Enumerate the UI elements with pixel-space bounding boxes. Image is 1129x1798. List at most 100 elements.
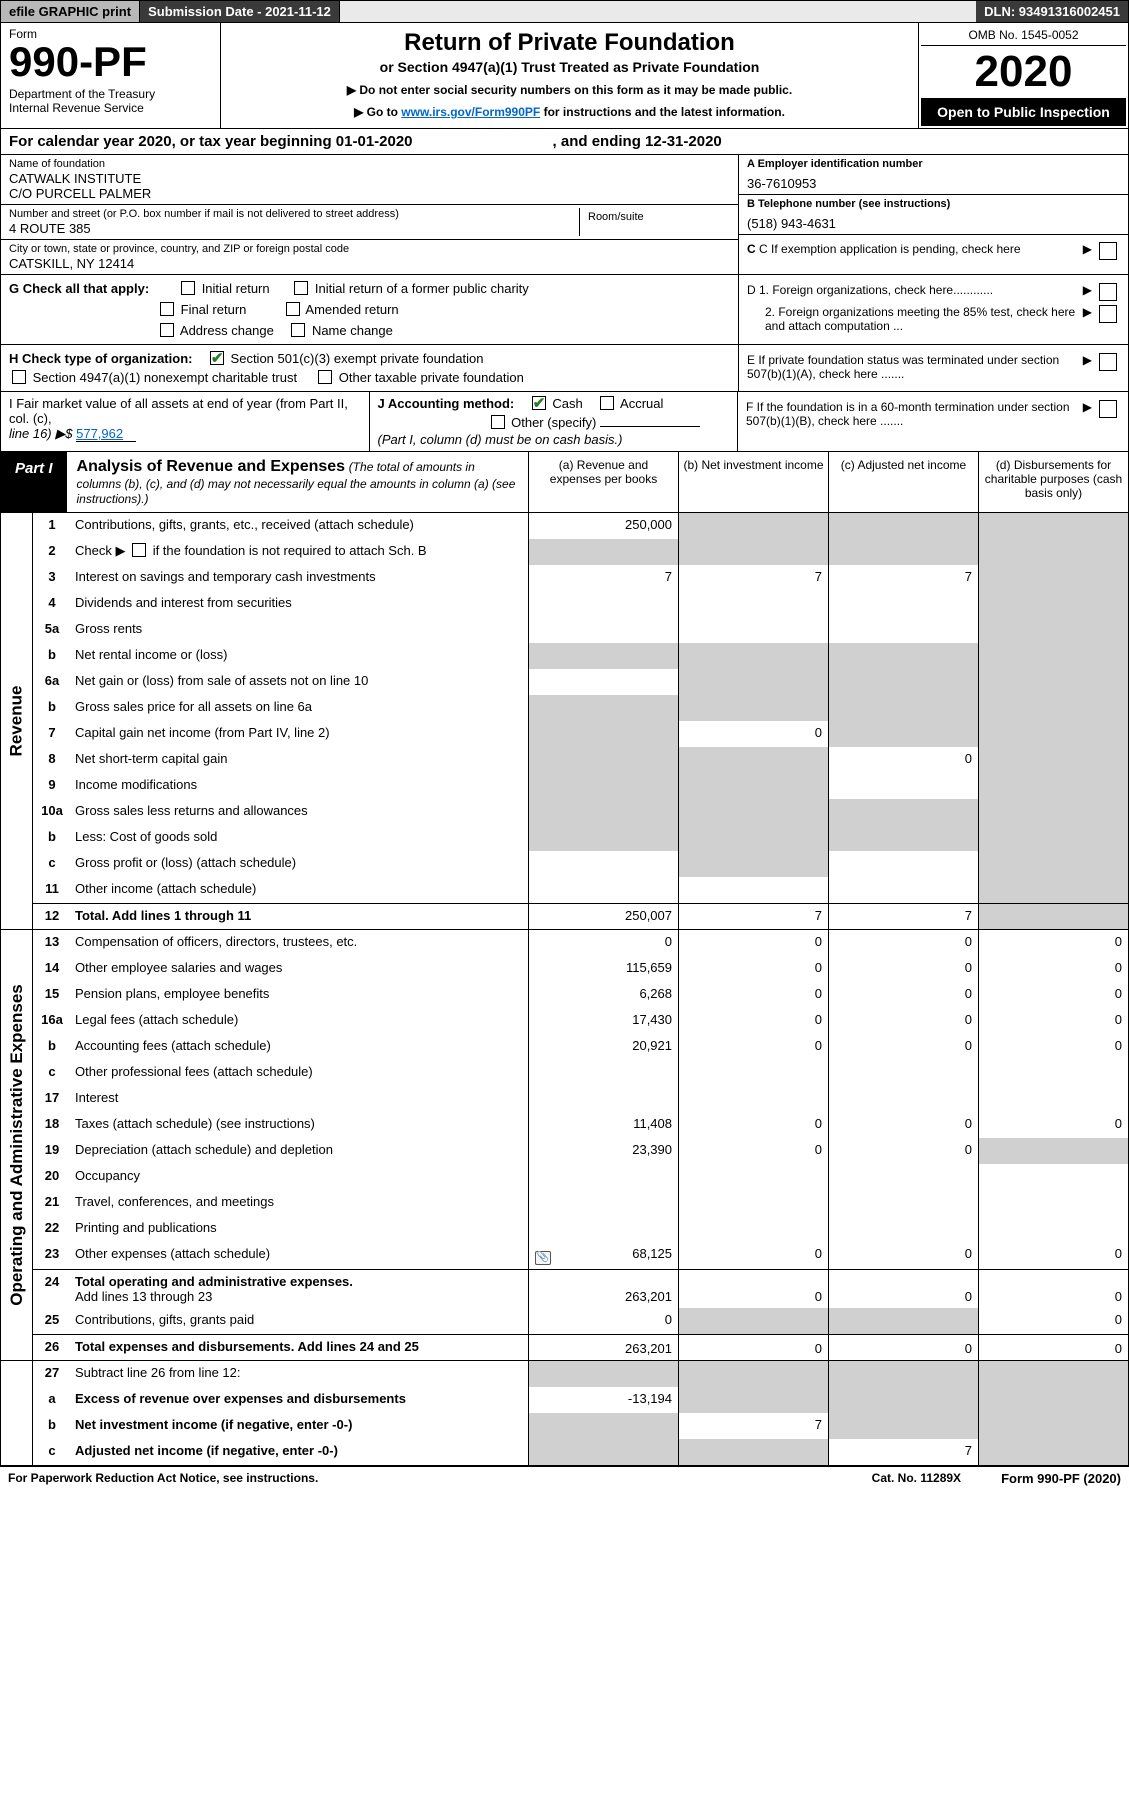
e-checkbox[interactable] (1099, 353, 1117, 371)
g-final-checkbox[interactable] (160, 302, 174, 316)
submission-date: Submission Date - 2021-11-12 (140, 1, 340, 22)
top-bar: efile GRAPHIC print Submission Date - 20… (0, 0, 1129, 23)
form-title: Return of Private Foundation (231, 29, 908, 57)
addr-label: Number and street (or P.O. box number if… (9, 208, 579, 220)
row-16b: b Accounting fees (attach schedule) 20,9… (33, 1034, 1128, 1060)
foundation-name: CATWALK INSTITUTE C/O PURCELL PALMER (9, 171, 730, 201)
g-initial-former-checkbox[interactable] (294, 281, 308, 295)
g-address-checkbox[interactable] (160, 323, 174, 337)
g-label: G Check all that apply: (9, 281, 149, 296)
form-warn2: ▶ Go to www.irs.gov/Form990PF for instru… (231, 105, 908, 119)
phone-cell: B Telephone number (see instructions) (5… (739, 195, 1128, 235)
col-a-header: (a) Revenue and expenses per books (528, 452, 678, 512)
h-opt-2: Other taxable private foundation (339, 370, 524, 385)
department: Department of the Treasury Internal Reve… (9, 87, 212, 115)
check-area-2: H Check type of organization: Section 50… (0, 345, 1129, 392)
j-note: (Part I, column (d) must be on cash basi… (378, 432, 623, 447)
part1-title: Analysis of Revenue and Expenses (The to… (67, 452, 528, 512)
footer-right: Form 990-PF (2020) (1001, 1471, 1121, 1486)
revenue-section: Revenue 1 Contributions, gifts, grants, … (0, 513, 1129, 930)
row-25: 25 Contributions, gifts, grants paid 00 (33, 1308, 1128, 1334)
ijf-row: I Fair market value of all assets at end… (0, 392, 1129, 452)
d1-checkbox[interactable] (1099, 283, 1117, 301)
row-5b: b Net rental income or (loss) (33, 643, 1128, 669)
row-13: 13 Compensation of officers, directors, … (33, 930, 1128, 956)
f-text: F If the foundation is in a 60-month ter… (746, 400, 1079, 428)
h-other-checkbox[interactable] (318, 370, 332, 384)
j-accrual-checkbox[interactable] (600, 396, 614, 410)
j-other-checkbox[interactable] (491, 415, 505, 429)
row-16c: c Other professional fees (attach schedu… (33, 1060, 1128, 1086)
calyear-ending: , and ending 12-31-2020 (553, 133, 722, 150)
row-1: 1 Contributions, gifts, grants, etc., re… (33, 513, 1128, 539)
room-cell: Room/suite (580, 208, 730, 236)
h-4947-checkbox[interactable] (12, 370, 26, 384)
room-label: Room/suite (580, 208, 730, 226)
d-section: D 1. Foreign organizations, check here..… (738, 275, 1128, 344)
row-6a: 6a Net gain or (loss) from sale of asset… (33, 669, 1128, 695)
row-14: 14 Other employee salaries and wages 115… (33, 956, 1128, 982)
info-grid: Name of foundation CATWALK INSTITUTE C/O… (0, 155, 1129, 275)
open-inspection: Open to Public Inspection (921, 98, 1126, 126)
g-amended-checkbox[interactable] (286, 302, 300, 316)
calyear-text: For calendar year 2020, or tax year begi… (9, 133, 413, 150)
header-left: Form 990-PF Department of the Treasury I… (1, 23, 221, 128)
expenses-label: Operating and Administrative Expenses (1, 930, 33, 1360)
info-right: A Employer identification number 36-7610… (738, 155, 1128, 274)
r2-checkbox[interactable] (132, 543, 146, 557)
instructions-link[interactable]: www.irs.gov/Form990PF (401, 105, 540, 119)
row-9: 9 Income modifications (33, 773, 1128, 799)
g-opt-1: Initial return of a former public charit… (315, 281, 529, 296)
j-accrual: Accrual (620, 396, 663, 411)
exemption-cell: C C If exemption application is pending,… (739, 235, 1128, 267)
footer-left: For Paperwork Reduction Act Notice, see … (8, 1471, 318, 1486)
info-left: Name of foundation CATWALK INSTITUTE C/O… (1, 155, 738, 274)
foundation-name-cell: Name of foundation CATWALK INSTITUTE C/O… (1, 155, 738, 205)
row-27a: a Excess of revenue over expenses and di… (33, 1387, 1128, 1413)
e-section: E If private foundation status was termi… (738, 345, 1128, 391)
arrow-icon: ▶ (1083, 353, 1092, 367)
col-b-header: (b) Net investment income (678, 452, 828, 512)
city-cell: City or town, state or province, country… (1, 240, 738, 274)
header-center: Return of Private Foundation or Section … (221, 23, 918, 128)
row-10b: b Less: Cost of goods sold (33, 825, 1128, 851)
g-name-checkbox[interactable] (291, 323, 305, 337)
d2-text: 2. Foreign organizations meeting the 85%… (747, 305, 1079, 333)
h-501c3-checkbox[interactable] (210, 351, 224, 365)
col-c-header: (c) Adjusted net income (828, 452, 978, 512)
attachment-icon[interactable]: 📎 (535, 1251, 551, 1265)
f-checkbox[interactable] (1099, 400, 1117, 418)
j-other: Other (specify) (511, 415, 596, 430)
d1-text: D 1. Foreign organizations, check here..… (747, 283, 1079, 297)
h-opt-1: Section 4947(a)(1) nonexempt charitable … (33, 370, 297, 385)
row-27b: b Net investment income (if negative, en… (33, 1413, 1128, 1439)
row-26: 26 Total expenses and disbursements. Add… (33, 1334, 1128, 1360)
arrow-icon: ▶ (1083, 242, 1092, 256)
expenses-section: Operating and Administrative Expenses 13… (0, 930, 1129, 1361)
ein-label: A Employer identification number (747, 158, 1120, 170)
d2-checkbox[interactable] (1099, 305, 1117, 323)
warn2-post: for instructions and the latest informat… (540, 105, 785, 119)
row-12: 12 Total. Add lines 1 through 11 250,007… (33, 903, 1128, 929)
row-15: 15 Pension plans, employee benefits 6,26… (33, 982, 1128, 1008)
city-label: City or town, state or province, country… (9, 243, 730, 255)
c-label: C C If exemption application is pending,… (747, 242, 1079, 256)
row-6b: b Gross sales price for all assets on li… (33, 695, 1128, 721)
row-10c: c Gross profit or (loss) (attach schedul… (33, 851, 1128, 877)
ein: 36-7610953 (747, 176, 1120, 191)
g-initial-checkbox[interactable] (181, 281, 195, 295)
form-subtitle: or Section 4947(a)(1) Trust Treated as P… (231, 59, 908, 75)
row-2: 2 Check ▶ if the foundation is not requi… (33, 539, 1128, 565)
g-opt-0: Initial return (202, 281, 270, 296)
row-27-section: 27 Subtract line 26 from line 12: a Exce… (0, 1361, 1129, 1466)
h-section: H Check type of organization: Section 50… (1, 345, 738, 391)
check-area-1: G Check all that apply: Initial return I… (0, 275, 1129, 345)
row-3: 3 Interest on savings and temporary cash… (33, 565, 1128, 591)
j-cash-checkbox[interactable] (532, 396, 546, 410)
address: 4 ROUTE 385 (9, 221, 579, 236)
c-checkbox[interactable] (1099, 242, 1117, 260)
arrow-icon: ▶ (1083, 283, 1092, 297)
part1-header: Part I Analysis of Revenue and Expenses … (0, 452, 1129, 513)
j-cash: Cash (552, 396, 582, 411)
j-label: J Accounting method: (378, 396, 515, 411)
